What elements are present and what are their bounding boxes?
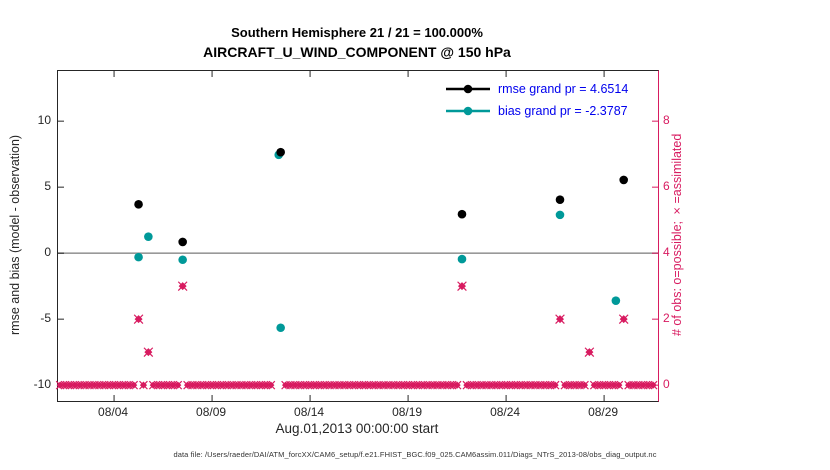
x-axis-label: Aug.01,2013 00:00:00 start bbox=[275, 421, 439, 436]
rmse-point bbox=[555, 195, 565, 204]
y-right-tick-label: 8 bbox=[663, 113, 670, 128]
x-tick-label: 08/14 bbox=[294, 405, 325, 419]
y-right-tick-label: 2 bbox=[663, 311, 670, 326]
x-tick-label: 08/29 bbox=[588, 405, 619, 419]
obs_count-marker bbox=[143, 347, 154, 357]
rmse-point bbox=[276, 147, 285, 157]
rmse-legend-marker-icon bbox=[446, 84, 490, 94]
legend-label-rmse: rmse grand pr = 4.6514 bbox=[498, 82, 629, 96]
obs_count-marker bbox=[618, 314, 629, 324]
obs_count-marker bbox=[457, 281, 467, 291]
legend-item-rmse: rmse grand pr = 4.6514 bbox=[445, 78, 628, 100]
obs-zero-count-marker bbox=[580, 380, 589, 390]
legend: rmse grand pr = 4.6514 bias grand pr = -… bbox=[445, 78, 628, 122]
obs-zero-count-marker bbox=[452, 380, 462, 390]
plot-area bbox=[55, 70, 659, 402]
legend-item-bias: bias grand pr = -2.3787 bbox=[445, 100, 628, 122]
obs_count-marker bbox=[555, 314, 565, 324]
x-tick-label: 08/19 bbox=[392, 405, 423, 419]
rmse-point bbox=[619, 175, 628, 185]
y-left-tick-label: -5 bbox=[40, 311, 51, 326]
obs_count-marker bbox=[177, 281, 188, 291]
y-right-tick-label: 0 bbox=[663, 377, 670, 392]
rmse-point bbox=[134, 200, 143, 209]
obs-zero-count-marker bbox=[550, 380, 560, 390]
obs-zero-count-marker bbox=[648, 380, 658, 390]
x-tick-label: 08/24 bbox=[490, 405, 521, 419]
y-left-tick-label: -10 bbox=[33, 377, 51, 392]
bias-point bbox=[144, 232, 153, 241]
y-left-tick-label: 10 bbox=[37, 113, 51, 128]
x-tick-label: 08/09 bbox=[196, 405, 227, 419]
obs-zero-count-marker bbox=[129, 380, 139, 390]
y-right-tick-label: 6 bbox=[663, 179, 670, 194]
x-tick-label: 08/04 bbox=[98, 405, 129, 419]
obs-zero-count-marker bbox=[266, 380, 276, 390]
data-file-caption: data file: /Users/raeder/DAI/ATM_forcXX/… bbox=[173, 450, 657, 459]
y-right-tick-label: 4 bbox=[663, 245, 670, 260]
title-line-2: AIRCRAFT_U_WIND_COMPONENT @ 150 hPa bbox=[203, 44, 511, 60]
bias-point bbox=[276, 323, 285, 333]
bias-point bbox=[134, 252, 143, 262]
chart-canvas bbox=[55, 71, 658, 401]
obs-zero-count-marker bbox=[139, 380, 148, 390]
bias-point bbox=[457, 254, 467, 264]
rmse-point bbox=[457, 209, 467, 219]
obs-zero-count-marker bbox=[614, 380, 624, 390]
bias-legend-marker-icon bbox=[446, 106, 490, 116]
obs_count-marker bbox=[133, 314, 144, 324]
plot-title: Southern Hemisphere 21 / 21 = 100.000% A… bbox=[57, 24, 657, 62]
bias-point bbox=[555, 210, 565, 220]
obs_count-marker bbox=[584, 347, 595, 357]
rmse-point bbox=[178, 237, 187, 247]
y-left-tick-label: 5 bbox=[44, 179, 51, 194]
title-line-1: Southern Hemisphere 21 / 21 = 100.000% bbox=[231, 25, 483, 40]
y-left-tick-label: 0 bbox=[44, 245, 51, 260]
legend-label-bias: bias grand pr = -2.3787 bbox=[498, 104, 628, 118]
obs-zero-count-marker bbox=[173, 380, 183, 390]
bias-point bbox=[178, 255, 187, 265]
bias-point bbox=[611, 296, 621, 305]
